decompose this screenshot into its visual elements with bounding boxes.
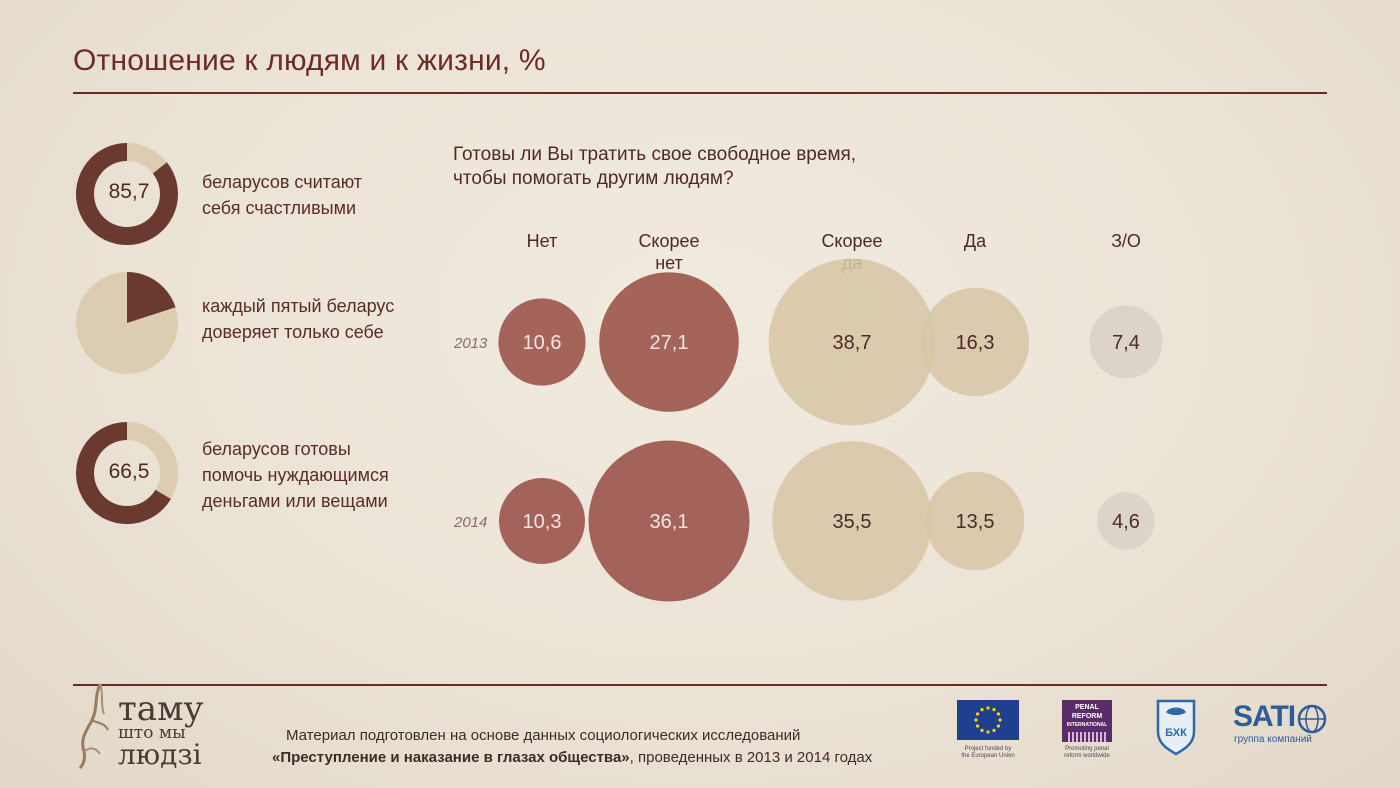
page-title: Отношение к людям и к жизни, % (73, 44, 546, 77)
footer-note: Материал подготовлен на основе данных со… (272, 725, 872, 769)
eu-caption: Project funded by the European Union (945, 746, 1031, 760)
bubble-value-label: 27,1 (650, 332, 689, 354)
stat-trust-line1: каждый пятый беларус (202, 296, 395, 316)
stat-help-line1: беларусов готовы (202, 439, 351, 459)
stat-trust-pie (76, 272, 178, 374)
footer-note-rest: , проведенных в 2013 и 2014 годах (629, 749, 873, 766)
eu-caption-line2: the European Union (961, 753, 1015, 759)
column-header-line: Скорее (821, 231, 882, 251)
hand-logo-icon (78, 683, 109, 770)
bubble-value-label: 4,6 (1112, 511, 1140, 533)
eu-star (974, 718, 978, 722)
eu-star (998, 718, 1002, 722)
eu-star (996, 712, 1000, 716)
bhk-shield-icon (1156, 699, 1196, 756)
bubble (588, 440, 750, 602)
sati-caption: группа компаний (1234, 734, 1312, 745)
bubble (920, 287, 1030, 397)
chart-question: Готовы ли Вы тратить свое свободное врем… (453, 143, 856, 191)
penal-reform-logo: PENAL REFORM INTERNATIONAL (1062, 700, 1112, 742)
pri-name2: REFORM (1071, 713, 1103, 720)
brand-line3: людзі (118, 738, 202, 771)
eu-star (976, 724, 980, 728)
column-header-line: Скорее (638, 231, 699, 251)
eu-star (980, 708, 984, 712)
bubble (499, 478, 585, 564)
eu-caption-line1: Project funded by (964, 746, 1012, 752)
stat-happy-text: беларусов считают себя счастливыми (202, 169, 362, 221)
pri-caption-line1: Promoting penal (1065, 746, 1109, 752)
bubble-chart: НетСкореенетСкореедаДаЗ/О201310,627,138,… (453, 231, 1163, 602)
eu-star (986, 706, 990, 710)
column-header-line: Да (964, 231, 987, 251)
column-header: Да (964, 231, 987, 251)
column-header: З/О (1111, 231, 1141, 251)
column-header: Нет (527, 231, 558, 251)
bubble-value-label: 38,7 (833, 332, 872, 354)
bubble (1089, 305, 1163, 379)
stat-happy-donut (76, 143, 178, 245)
bubble (1097, 492, 1155, 550)
bubble-value-label: 10,3 (523, 511, 562, 533)
column-header-line: Нет (527, 231, 558, 251)
stat-happy-line2: себя счастливыми (202, 198, 356, 218)
stat-donuts (76, 143, 178, 524)
footer-note-line1: Материал подготовлен на основе данных со… (286, 727, 801, 744)
bubble (768, 258, 936, 426)
bubble-value-label: 10,6 (523, 332, 562, 354)
footer-note-line2: «Преступление и наказание в глазах общес… (272, 747, 872, 769)
eu-star (980, 728, 984, 732)
stat-help-line3: деньгами или вещами (202, 491, 388, 511)
eu-star (992, 728, 996, 732)
column-header-line: З/О (1111, 231, 1141, 251)
eu-flag-icon (957, 700, 1019, 740)
pri-name3: INTERNATIONAL (1066, 722, 1108, 728)
bubble (599, 272, 739, 412)
bubble (498, 298, 586, 386)
brand-logo: таму што мы людзі (118, 689, 204, 771)
pri-caption-line2: reform worldwide (1064, 753, 1110, 759)
stat-happy-line1: беларусов считают (202, 172, 363, 192)
pie-slice (127, 272, 176, 323)
globe-icon (1297, 704, 1327, 734)
stat-trust-line2: доверяет только себе (202, 322, 384, 342)
eu-star (992, 708, 996, 712)
bhk-text: БХК (1165, 727, 1187, 739)
bubble-value-label: 36,1 (650, 511, 689, 533)
bubble-value-label: 16,3 (956, 332, 995, 354)
stat-help-donut (76, 422, 178, 524)
bubble (925, 471, 1025, 571)
bubble (772, 441, 932, 601)
stat-help-text: беларусов готовы помочь нуждающимся день… (202, 436, 389, 514)
brand-line1: таму (118, 689, 204, 729)
bubble-value-label: 7,4 (1112, 332, 1140, 354)
bubble-value-label: 13,5 (956, 511, 995, 533)
eu-star (986, 730, 990, 734)
bubble-value-label: 35,5 (833, 511, 872, 533)
stat-happy-value: 85,7 (108, 180, 150, 203)
stat-help-line2: помочь нуждающимся (202, 465, 389, 485)
eu-star (976, 712, 980, 716)
brand-line2: што мы (118, 723, 186, 743)
stat-trust-text: каждый пятый беларус доверяет только себ… (202, 293, 394, 345)
year-label: 2014 (453, 514, 487, 531)
title-divider (73, 92, 1327, 94)
footer-note-bold: «Преступление и наказание в глазах общес… (272, 749, 630, 766)
year-label: 2013 (453, 335, 488, 352)
column-header: Скорее нет (638, 231, 699, 273)
column-header-line: нет (655, 253, 683, 273)
question-line1: Готовы ли Вы тратить свое свободное врем… (453, 144, 857, 165)
footer-divider (73, 684, 1327, 686)
donut-arc (76, 143, 178, 245)
pri-name1: PENAL (1075, 704, 1099, 711)
sati-logo-text: SATI (1233, 700, 1296, 733)
stat-help-value: 66,5 (108, 460, 150, 483)
pri-caption: Promoting penal reform worldwide (1054, 746, 1120, 760)
pri-pattern (1068, 732, 1106, 742)
question-line2: чтобы помогать другим людям? (453, 168, 734, 189)
eu-star (996, 724, 1000, 728)
donut-arc (76, 422, 171, 524)
